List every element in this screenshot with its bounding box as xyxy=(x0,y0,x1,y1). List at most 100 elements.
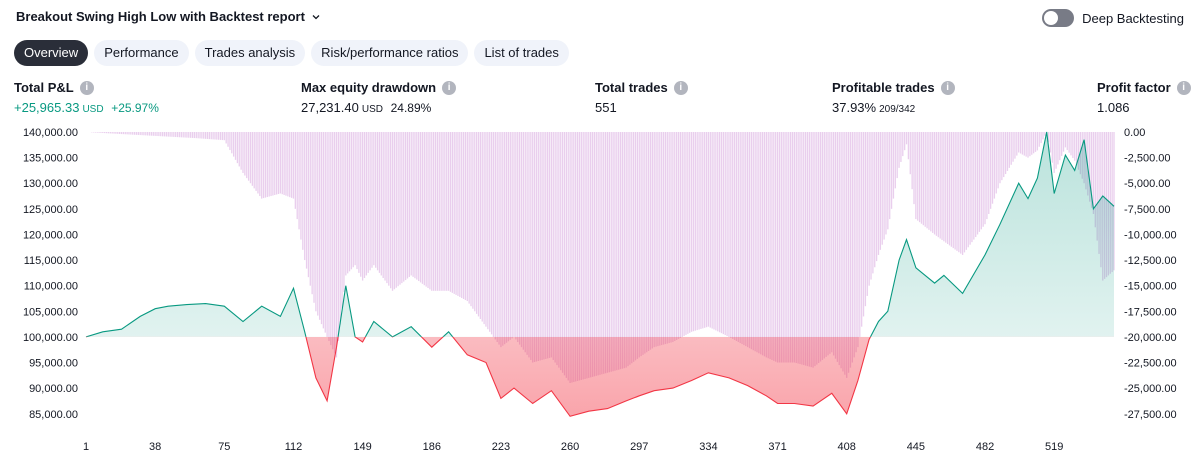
drawdown-bar xyxy=(296,132,298,220)
drawdown-bar xyxy=(369,132,371,271)
drawdown-bar xyxy=(567,132,569,381)
drawdown-bar xyxy=(786,132,788,363)
drawdown-bar xyxy=(834,132,837,359)
info-icon[interactable]: i xyxy=(442,80,457,95)
info-icon[interactable]: i xyxy=(1176,80,1191,95)
stat-label: Total P&L xyxy=(14,80,74,95)
drawdown-bar xyxy=(505,132,508,343)
drawdown-bar xyxy=(1094,132,1096,228)
drawdown-bar xyxy=(410,132,412,276)
drawdown-bar xyxy=(659,132,661,346)
drawdown-bar xyxy=(991,132,994,204)
drawdown-bar xyxy=(167,132,169,137)
drawdown-bar xyxy=(1057,132,1059,165)
drawdown-bar xyxy=(859,132,861,337)
drawdown-bar xyxy=(862,132,865,317)
report-header: Breakout Swing High Low with Backtest re… xyxy=(0,0,1200,36)
x-axis-tick-label: 371 xyxy=(768,441,786,453)
tab-risk-performance-ratios[interactable]: Risk/performance ratios xyxy=(311,40,469,66)
stat-total-trades: Total trades i 551 xyxy=(595,80,688,115)
drawdown-bar xyxy=(823,132,825,359)
drawdown-bar xyxy=(384,132,386,281)
drawdown-bar xyxy=(109,132,111,134)
drawdown-bar xyxy=(640,132,642,357)
drawdown-bar xyxy=(672,132,674,343)
y-axis-left-tick-label: 135,000.00 xyxy=(23,153,78,165)
drawdown-bar xyxy=(765,132,768,358)
drawdown-bar xyxy=(590,132,592,378)
strategy-title-dropdown[interactable]: Breakout Swing High Low with Backtest re… xyxy=(16,9,321,24)
drawdown-bar xyxy=(1001,132,1003,181)
drawdown-bar xyxy=(821,132,824,360)
drawdown-bar xyxy=(268,132,270,197)
y-axis-left-tick-label: 85,000.00 xyxy=(29,409,78,421)
drawdown-bar xyxy=(775,132,777,362)
drawdown-bar xyxy=(158,132,160,137)
drawdown-bar xyxy=(687,132,689,334)
drawdown-bar xyxy=(446,132,448,291)
tab-performance[interactable]: Performance xyxy=(94,40,189,66)
drawdown-bar xyxy=(1044,132,1046,136)
drawdown-bar xyxy=(300,132,302,240)
equity-drawdown-chart[interactable]: 140,000.00 135,000.00 130,000.00 125,000.00… xyxy=(0,124,1200,461)
drawdown-bar xyxy=(928,132,930,230)
drawdown-bar xyxy=(971,132,973,243)
drawdown-bar xyxy=(737,132,739,343)
drawdown-bar xyxy=(135,132,138,135)
drawdown-bar xyxy=(305,132,308,269)
drawdown-bar xyxy=(748,132,751,349)
drawdown-bar xyxy=(638,132,640,358)
drawdown-bar xyxy=(287,132,289,197)
drawdown-bar xyxy=(195,132,197,139)
drawdown-bar xyxy=(388,132,390,286)
equity-profit-area xyxy=(86,132,1114,337)
drawdown-bar xyxy=(117,132,119,134)
tab-overview[interactable]: Overview xyxy=(14,40,89,66)
x-axis-tick-label: 149 xyxy=(353,441,371,453)
drawdown-bar xyxy=(419,132,422,283)
drawdown-bar xyxy=(461,132,463,298)
drawdown-bar xyxy=(1072,132,1074,159)
drawdown-bar xyxy=(520,132,523,348)
info-icon[interactable]: i xyxy=(79,80,94,95)
drawdown-bar xyxy=(797,132,799,364)
drawdown-bar xyxy=(550,132,553,358)
drawdown-bar xyxy=(210,132,212,140)
drawdown-bar xyxy=(169,132,171,137)
drawdown-bar xyxy=(933,132,936,235)
drawdown-bar xyxy=(575,132,577,382)
info-icon[interactable]: i xyxy=(673,80,688,95)
drawdown-bar xyxy=(614,132,616,371)
drawdown-bar xyxy=(277,132,280,194)
drawdown-bar xyxy=(367,132,369,273)
drawdown-bar xyxy=(322,132,325,329)
drawdown-bar xyxy=(440,132,442,291)
drawdown-bar xyxy=(565,132,568,378)
drawdown-bar xyxy=(827,132,829,356)
tab-trades-analysis[interactable]: Trades analysis xyxy=(194,40,306,66)
drawdown-bar xyxy=(851,132,853,363)
drawdown-bar xyxy=(502,132,504,346)
drawdown-bar xyxy=(464,132,467,301)
drawdown-bar xyxy=(432,132,435,291)
drawdown-bar xyxy=(580,132,582,380)
drawdown-bar xyxy=(147,132,149,136)
equity-line-down xyxy=(86,336,872,417)
drawdown-bar xyxy=(317,132,319,316)
drawdown-bar xyxy=(318,132,321,320)
info-icon[interactable]: i xyxy=(940,80,955,95)
drawdown-bar xyxy=(610,132,612,372)
drawdown-bar xyxy=(668,132,670,344)
drawdown-bar xyxy=(894,132,896,189)
drawdown-bar xyxy=(199,132,201,139)
stat-profitable-trades: Profitable trades i 37.93% 209/342 xyxy=(832,80,955,115)
drawdown-bar xyxy=(838,132,840,366)
drawdown-bar xyxy=(472,132,474,309)
drawdown-bar xyxy=(335,132,338,358)
drawdown-bar xyxy=(313,132,315,303)
deep-backtesting-toggle[interactable] xyxy=(1042,9,1075,27)
tab-list-of-trades[interactable]: List of trades xyxy=(474,40,569,66)
drawdown-bar xyxy=(1053,132,1055,173)
drawdown-bar xyxy=(778,132,781,363)
drawdown-bar xyxy=(808,132,810,367)
